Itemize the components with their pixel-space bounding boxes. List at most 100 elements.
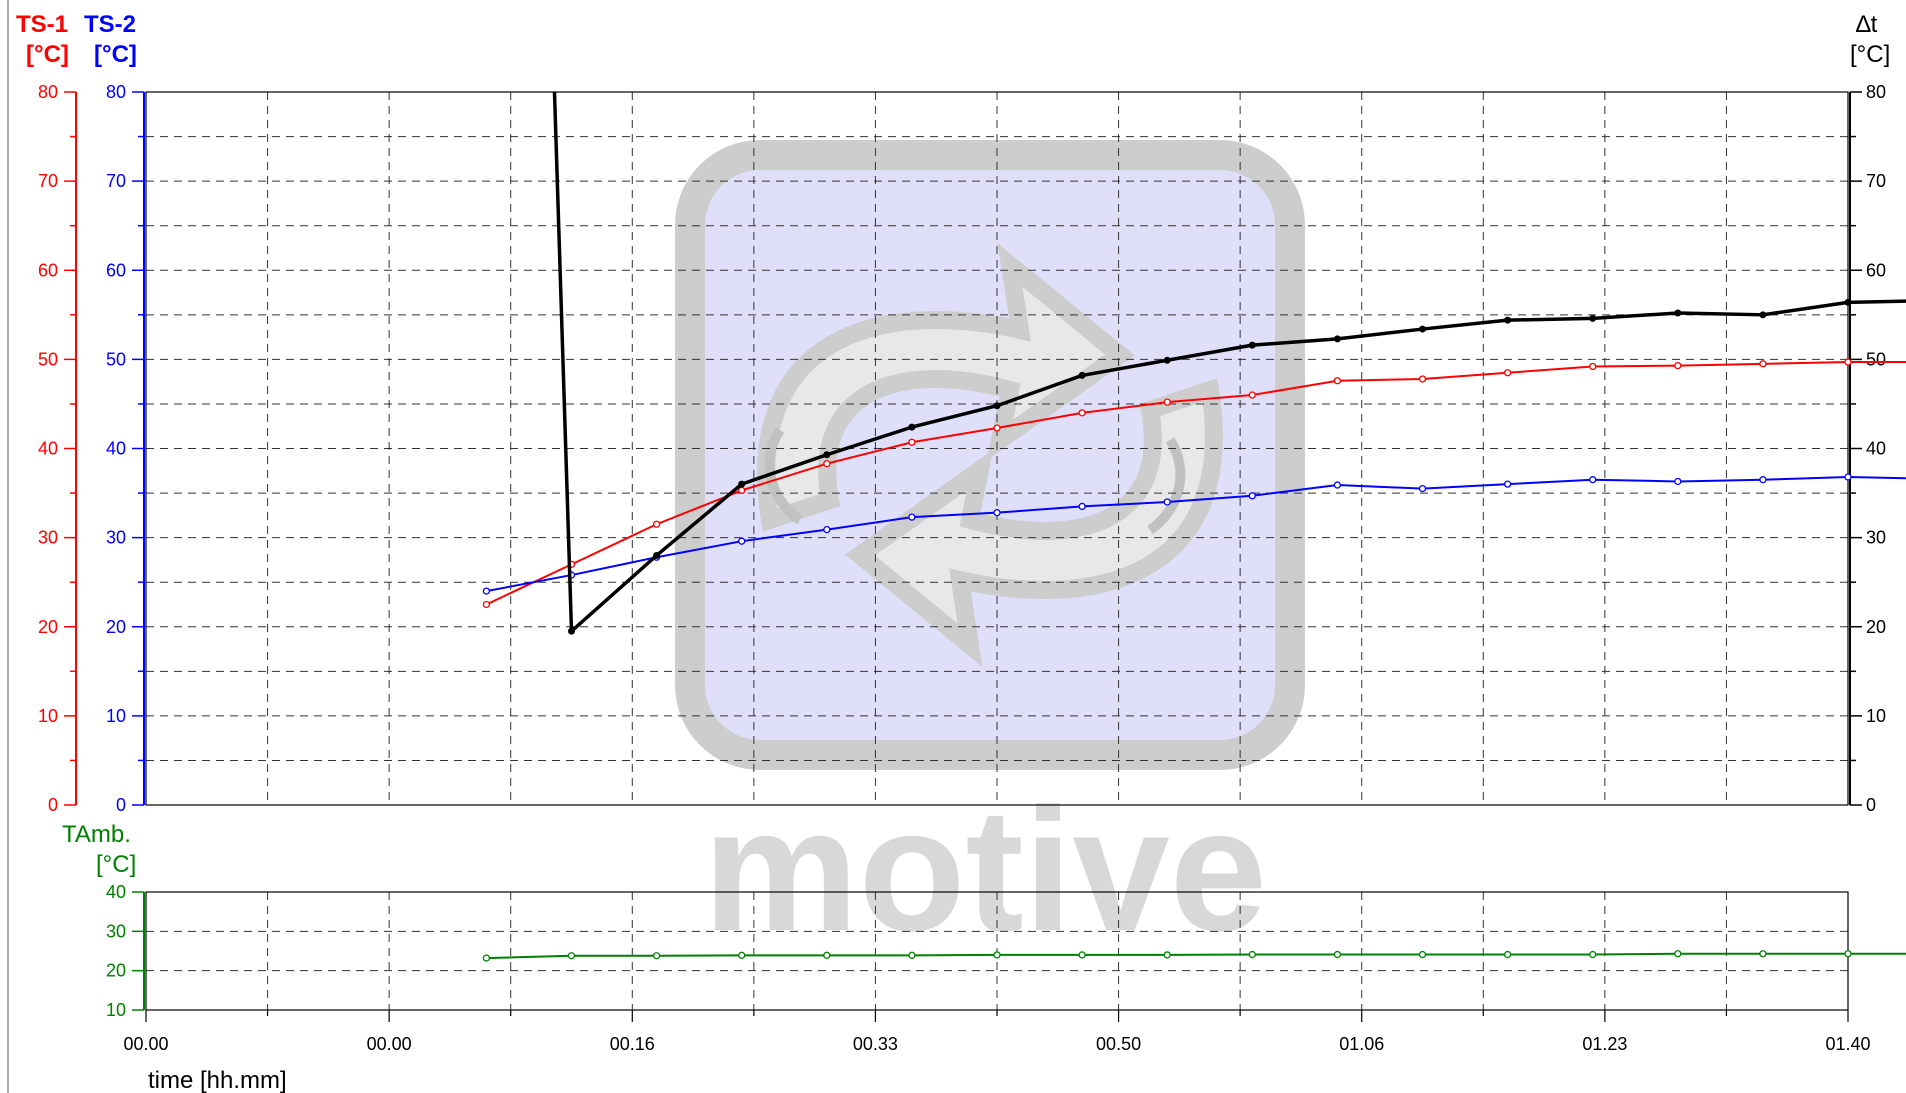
time-tick-label: 00.16 [610, 1034, 655, 1054]
ts2-axis: 0 10 20 30 40 50 60 70 80 [106, 82, 145, 815]
tick-label: 40 [38, 439, 58, 459]
data-point [567, 952, 576, 960]
tick-label: 20 [106, 961, 126, 981]
data-point [1589, 950, 1597, 959]
data-point [482, 600, 491, 609]
time-tick-label: 00.00 [367, 1034, 412, 1054]
data-point [1844, 358, 1852, 366]
data-point [908, 438, 916, 446]
data-point [1503, 950, 1512, 959]
dt-series [552, 91, 1906, 635]
data-point [1418, 484, 1427, 493]
time-tick-label: 01.40 [1825, 1034, 1870, 1054]
data-point [1078, 409, 1086, 417]
tick-label: 30 [1866, 528, 1886, 548]
data-point [738, 480, 746, 488]
tick-label: 40 [1866, 439, 1886, 459]
data-point [653, 551, 661, 559]
data-point [652, 520, 661, 528]
tick-label: 80 [1866, 82, 1886, 102]
data-point [1078, 371, 1086, 379]
data-point [1759, 311, 1767, 319]
data-point [1163, 951, 1171, 959]
data-point [1674, 361, 1682, 370]
data-point [652, 952, 661, 960]
tick-label: 80 [38, 82, 58, 102]
data-point [908, 423, 916, 431]
data-point [1674, 950, 1682, 958]
tick-label: 10 [106, 706, 126, 726]
data-point [1844, 950, 1852, 958]
tick-label: 70 [1866, 171, 1886, 191]
data-point [1418, 950, 1427, 959]
data-point [823, 951, 831, 959]
main-series [482, 91, 1906, 635]
ts1-series [482, 358, 1906, 609]
ambient-axis-title: TAmb. [62, 821, 131, 848]
data-point [993, 951, 1001, 959]
data-point [823, 451, 831, 459]
ts1-axis-title: TS-1 [16, 11, 68, 38]
data-point [738, 486, 746, 495]
ambient-axis: 10 20 30 40 [106, 882, 145, 1020]
tick-label: 0 [1866, 795, 1876, 815]
watermark-text: motive [703, 773, 1267, 968]
tick-label: 20 [38, 617, 58, 637]
data-point [1248, 341, 1256, 349]
data-point [1333, 377, 1342, 385]
tick-label: 0 [116, 795, 126, 815]
ambient-axis-unit: [°C] [96, 851, 136, 878]
tick-label: 40 [106, 882, 126, 902]
ambient-grid [146, 892, 1848, 1010]
ambient-series [482, 950, 1906, 962]
data-point [1759, 360, 1767, 368]
data-point [1759, 476, 1767, 484]
tick-label: 70 [106, 171, 126, 191]
tick-label: 60 [1866, 260, 1886, 280]
data-point [1503, 480, 1512, 488]
data-point [823, 460, 831, 468]
time-tick-label: 01.06 [1339, 1034, 1384, 1054]
data-point [1759, 950, 1767, 958]
data-point [1078, 951, 1086, 959]
dt-axis: 0 10 20 30 40 50 60 70 80 [1849, 82, 1886, 815]
data-point [1844, 298, 1852, 306]
tick-label: 50 [38, 349, 58, 369]
recycle-arrows-logo-icon [675, 140, 1305, 770]
data-point [1333, 950, 1342, 959]
tick-label: 30 [106, 528, 126, 548]
data-point [1503, 369, 1512, 377]
data-point [1248, 391, 1256, 399]
data-point [482, 954, 491, 962]
tick-label: 40 [106, 439, 126, 459]
time-tick-label: 01.23 [1582, 1034, 1627, 1054]
data-point [1163, 398, 1171, 406]
data-point [993, 509, 1001, 517]
data-point [823, 525, 831, 534]
time-axis-title: time [hh.mm] [148, 1067, 287, 1093]
data-point [1333, 481, 1342, 489]
tick-label: 20 [106, 617, 126, 637]
watermark: motive [675, 140, 1305, 968]
tick-label: 60 [38, 260, 58, 280]
data-point [993, 402, 1001, 410]
data-point [1589, 362, 1597, 371]
data-point [908, 513, 916, 521]
dt-axis-unit: [°C] [1850, 41, 1890, 68]
ambient-temperature-series [482, 950, 1906, 962]
data-point [1589, 476, 1597, 484]
data-point [1589, 314, 1597, 322]
data-point [1163, 498, 1171, 506]
ts1-axis: 0 10 20 30 40 50 60 70 80 [38, 82, 77, 815]
time-tick-label: 00.50 [1096, 1034, 1141, 1054]
data-point [1674, 477, 1682, 486]
data-point [1419, 325, 1426, 333]
data-point [738, 537, 746, 545]
data-point [1333, 335, 1341, 343]
time-tick-label: 00.33 [853, 1034, 898, 1054]
main-grid [146, 92, 1848, 805]
tick-label: 60 [106, 260, 126, 280]
tick-label: 70 [38, 171, 58, 191]
tick-label: 20 [1866, 617, 1886, 637]
